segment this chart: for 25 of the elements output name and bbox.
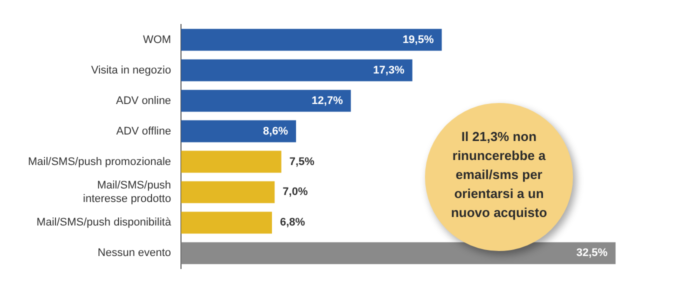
bar — [181, 212, 272, 234]
data-label: 19,5% — [402, 34, 434, 46]
data-label: 12,7% — [312, 94, 344, 107]
bar — [181, 28, 442, 51]
data-label: 7,0% — [282, 186, 308, 198]
data-label: 8,6% — [262, 125, 288, 138]
y-tick-label: Mail/SMS/push interesse prodotto — [83, 180, 172, 205]
data-label: 7,5% — [289, 156, 315, 168]
bar — [181, 120, 296, 142]
y-tick-label: ADV online — [116, 94, 172, 107]
bar — [181, 181, 275, 204]
bar — [181, 90, 351, 112]
y-tick-label: WOM — [142, 34, 172, 46]
data-label: 32,5% — [576, 247, 608, 260]
data-label: 17,3% — [373, 64, 405, 76]
data-label: 6,8% — [280, 216, 306, 229]
y-tick-label: Visita in negozio — [91, 64, 172, 76]
y-tick-label: ADV offline — [116, 125, 172, 138]
bar — [181, 242, 616, 264]
bar — [181, 59, 412, 82]
y-tick-label: Mail/SMS/push disponibilità — [36, 216, 172, 229]
y-tick-label: Mail/SMS/push promozionale — [28, 156, 172, 168]
y-tick-label: Nessun evento — [98, 247, 172, 260]
annotation: Il 21,3% non rinuncerebbe a email/sms per orientarsi a un nuovo acquisto — [450, 128, 548, 222]
bar — [181, 150, 282, 173]
